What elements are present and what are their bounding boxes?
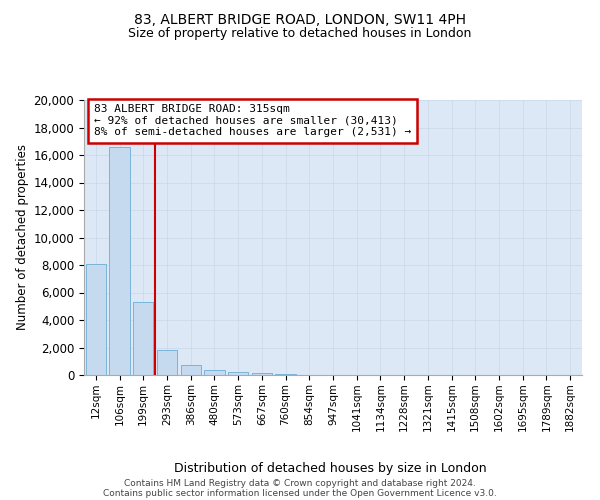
Text: Contains public sector information licensed under the Open Government Licence v3: Contains public sector information licen… — [103, 488, 497, 498]
Y-axis label: Number of detached properties: Number of detached properties — [16, 144, 29, 330]
Bar — [133, 302, 154, 375]
Bar — [157, 350, 177, 375]
Bar — [252, 373, 272, 375]
Bar — [205, 370, 224, 375]
Bar — [181, 364, 201, 375]
Bar — [228, 372, 248, 375]
Text: 83, ALBERT BRIDGE ROAD, LONDON, SW11 4PH: 83, ALBERT BRIDGE ROAD, LONDON, SW11 4PH — [134, 12, 466, 26]
Text: Distribution of detached houses by size in London: Distribution of detached houses by size … — [173, 462, 487, 475]
Text: Contains HM Land Registry data © Crown copyright and database right 2024.: Contains HM Land Registry data © Crown c… — [124, 478, 476, 488]
Bar — [109, 147, 130, 375]
Text: 83 ALBERT BRIDGE ROAD: 315sqm
← 92% of detached houses are smaller (30,413)
8% o: 83 ALBERT BRIDGE ROAD: 315sqm ← 92% of d… — [94, 104, 411, 138]
Bar — [275, 374, 296, 375]
Bar — [86, 264, 106, 375]
Text: Size of property relative to detached houses in London: Size of property relative to detached ho… — [128, 28, 472, 40]
